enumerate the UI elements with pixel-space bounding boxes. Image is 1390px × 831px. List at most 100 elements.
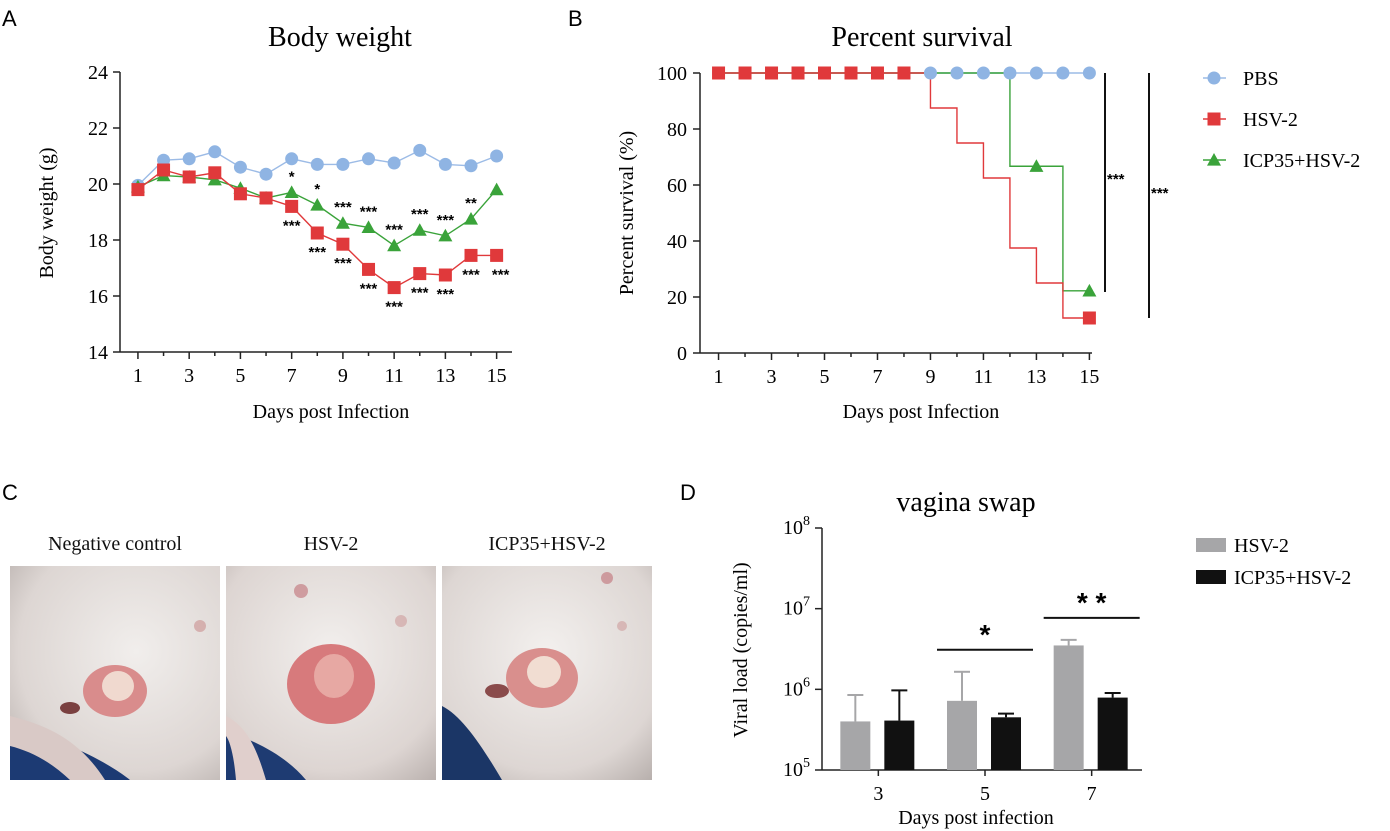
chart-b-point-hsv-2 — [844, 66, 858, 80]
chart-b-line-hsv-2 — [718, 72, 1090, 319]
chart-a-sig-upper: *** — [411, 206, 429, 223]
chart-b-y-tick-label: 100 — [657, 63, 687, 85]
chart-b-sig-label-2: *** — [1151, 185, 1169, 202]
chart-a-point-hsv-2 — [387, 281, 401, 295]
chart-a-sig-lower: *** — [492, 266, 510, 283]
chart-d-x-tick-label: 3 — [873, 783, 883, 805]
photo-hsv2 — [226, 566, 436, 780]
chart-a-title: Body weight — [268, 22, 412, 53]
chart-a-sig-upper: *** — [437, 212, 455, 229]
chart-b-point-hsv-2 — [897, 66, 911, 80]
body-weight-chart: Body weight Body weight (g) Days post In… — [36, 22, 512, 423]
photo-label-icp35-hsv2: ICP35+HSV-2 — [488, 533, 606, 555]
chart-b-legend-marker-icp35-hsv-2 — [1207, 153, 1221, 166]
chart-a-sig-lower: *** — [309, 244, 327, 261]
chart-b-point-hsv-2 — [1082, 311, 1096, 325]
chart-b-x-tick-label: 5 — [820, 366, 830, 388]
chart-a-sig-upper: * — [314, 181, 320, 198]
chart-a-y-tick-label: 20 — [88, 174, 108, 196]
chart-d-x-tick-label: 5 — [980, 783, 990, 805]
chart-a-sig-upper: * — [289, 168, 295, 185]
chart-b-point-icp35-hsv-2 — [1029, 159, 1044, 172]
photo-label-negative-control: Negative control — [48, 533, 182, 555]
chart-b-point-hsv-2 — [738, 66, 752, 80]
chart-b-point-icp35-hsv-2 — [1082, 283, 1097, 297]
chart-a-point-hsv-2 — [362, 262, 376, 276]
chart-d-y-tick-label: 105 — [783, 756, 810, 781]
chart-b-point-pbs — [976, 66, 990, 80]
chart-b-y-tick-label: 0 — [677, 343, 687, 365]
chart-a-y-tick-label: 24 — [88, 62, 108, 84]
photo-negative-control — [10, 566, 220, 780]
percent-survival-chart: Percent survival Percent survival (%) Da… — [616, 22, 1360, 423]
panel-letter-b: B — [568, 6, 583, 31]
chart-b-point-pbs — [1082, 66, 1096, 80]
photo-negative-control-image — [10, 566, 220, 780]
chart-a-y-tick-label: 14 — [88, 342, 108, 364]
chart-a-ylabel: Body weight (g) — [36, 147, 58, 278]
chart-d-y-tick-label: 106 — [783, 675, 810, 700]
chart-a-x-tick-label: 3 — [184, 365, 194, 387]
chart-a-point-pbs — [387, 156, 401, 170]
chart-a-x-tick-label: 7 — [287, 365, 297, 387]
chart-a-point-icp35-hsv-2 — [387, 238, 402, 252]
chart-d-bar-icp35-hsv-2 — [884, 720, 915, 770]
chart-a-point-hsv-2 — [413, 267, 427, 281]
chart-b-line-icp35-hsv-2 — [718, 72, 1090, 292]
chart-d-bar-icp35-hsv-2 — [991, 717, 1021, 770]
chart-b-point-pbs — [1029, 66, 1043, 80]
chart-a-point-pbs — [336, 157, 350, 171]
chart-d-y-tick-label: 107 — [783, 595, 810, 620]
chart-b-y-tick-label: 80 — [667, 119, 687, 141]
chart-a-y-tick-label: 22 — [88, 118, 108, 140]
chart-b-x-tick-label: 1 — [714, 366, 724, 388]
chart-a-point-icp35-hsv-2 — [335, 216, 350, 229]
chart-a-sig-lower: *** — [385, 299, 403, 316]
chart-d-sig-label: * — [980, 619, 991, 650]
chart-b-legend-label-hsv-2: HSV-2 — [1243, 109, 1298, 131]
chart-a-point-pbs — [182, 152, 196, 166]
panel-letter-a: A — [2, 6, 17, 31]
chart-b-point-hsv-2 — [712, 66, 726, 80]
chart-b-xlabel: Days post Infection — [843, 401, 1000, 423]
chart-b-point-pbs — [923, 66, 937, 80]
chart-a-sig-lower: *** — [283, 217, 301, 234]
chart-a-point-pbs — [157, 153, 171, 167]
chart-b-x-tick-label: 11 — [974, 366, 993, 388]
chart-a-point-hsv-2 — [233, 187, 247, 201]
chart-b-x-tick-label: 13 — [1026, 366, 1046, 388]
chart-a-point-pbs — [285, 152, 299, 166]
chart-a-sig-upper: *** — [360, 203, 378, 220]
chart-a-point-icp35-hsv-2 — [438, 228, 453, 242]
chart-b-point-hsv-2 — [765, 66, 779, 80]
chart-a-point-hsv-2 — [208, 166, 222, 180]
viral-load-chart: vagina swap Viral load (copies/ml) Days … — [730, 487, 1351, 829]
panel-letter-d: D — [680, 480, 696, 505]
chart-d-legend-label-hsv-2: HSV-2 — [1234, 535, 1289, 557]
chart-a-xlabel: Days post Infection — [253, 401, 410, 423]
chart-a-point-pbs — [310, 157, 324, 171]
chart-b-point-pbs — [1056, 66, 1070, 80]
chart-b-x-tick-label: 15 — [1079, 366, 1099, 388]
chart-b-x-tick-label: 3 — [767, 366, 777, 388]
chart-b-legend-label-icp35-hsv-2: ICP35+HSV-2 — [1243, 150, 1360, 172]
chart-b-y-tick-label: 20 — [667, 287, 687, 309]
chart-b-legend-label-pbs: PBS — [1243, 68, 1279, 90]
photo-hsv2-image — [226, 566, 436, 780]
chart-b-y-tick-label: 60 — [667, 175, 687, 197]
photo-icp35-hsv2-image — [442, 566, 652, 780]
chart-a-point-icp35-hsv-2 — [361, 220, 376, 233]
chart-a-point-icp35-hsv-2 — [489, 182, 504, 196]
chart-b-y-tick-label: 40 — [667, 231, 687, 253]
chart-a-point-hsv-2 — [259, 191, 273, 205]
chart-a-point-icp35-hsv-2 — [412, 223, 427, 236]
chart-d-bar-hsv-2 — [840, 721, 871, 770]
chart-b-point-hsv-2 — [791, 66, 805, 80]
chart-b-title: Percent survival — [831, 22, 1012, 53]
chart-a-x-tick-label: 13 — [435, 365, 455, 387]
chart-b-point-pbs — [1003, 66, 1017, 80]
chart-b-x-tick-label: 9 — [925, 366, 935, 388]
chart-a-point-hsv-2 — [131, 183, 145, 197]
chart-a-x-tick-label: 11 — [385, 365, 404, 387]
photo-icp35-hsv2 — [442, 566, 652, 780]
